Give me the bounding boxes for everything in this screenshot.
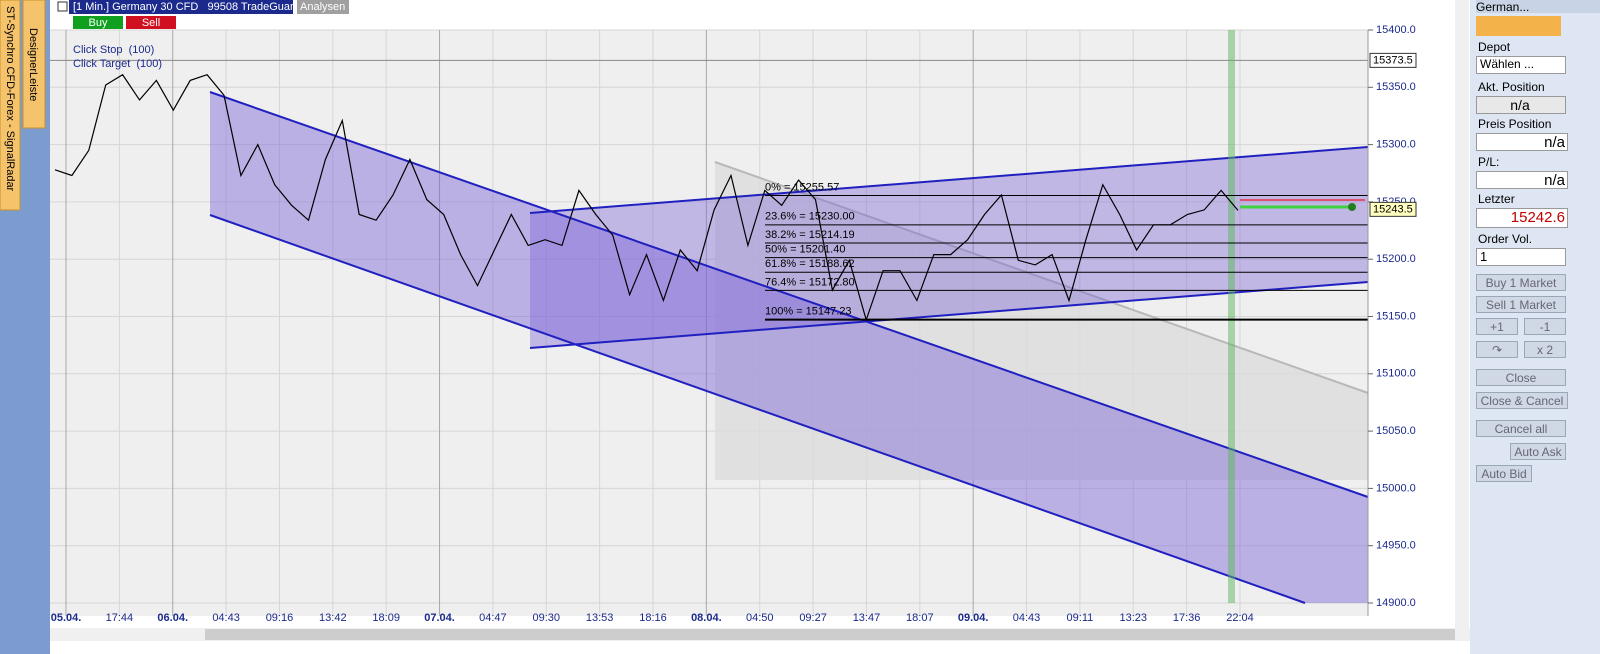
depot-select[interactable]: Wählen ... [1476, 56, 1566, 74]
tab-label: Analysen [300, 1, 345, 13]
buy-label: Buy [89, 17, 108, 29]
panel-button[interactable]: Buy 1 Market [1476, 274, 1566, 291]
x-tick-label: 09:30 [533, 612, 561, 624]
x-tick-label: 13:23 [1120, 612, 1148, 624]
panel-button[interactable]: x 2 [1524, 341, 1566, 358]
y-tick-label: 15150.0 [1376, 310, 1416, 322]
panel-button[interactable]: Close [1476, 369, 1566, 386]
label: P/L: [1478, 155, 1500, 169]
channel-line [209, 91, 1369, 498]
label: Akt. Position [1478, 80, 1545, 94]
fib-label: 50% = 15201.40 [765, 244, 845, 256]
panel-button[interactable]: -1 [1524, 318, 1566, 335]
grey-channel-line [714, 161, 1369, 394]
x-tick-label: 18:07 [906, 612, 934, 624]
order-volume[interactable]: 1 [1476, 248, 1566, 266]
x-tick-label: 05.04. [51, 612, 82, 624]
y-tick-label: 15400.0 [1376, 24, 1416, 36]
panel-button[interactable]: +1 [1476, 318, 1518, 335]
value: n/a [1476, 171, 1568, 189]
panel-button[interactable]: Close & Cancel [1476, 392, 1568, 409]
sell-button[interactable] [126, 16, 176, 29]
x-tick-label: 08.04. [691, 612, 722, 624]
y-tick-label: 15200.0 [1376, 253, 1416, 265]
y-tick-label: 15350.0 [1376, 81, 1416, 93]
grey-channel [715, 162, 1368, 480]
panel-button[interactable]: Auto Bid [1476, 465, 1532, 482]
fib-label: 38.2% = 15214.19 [765, 229, 855, 241]
value: n/a [1476, 96, 1566, 114]
y-axis [1368, 30, 1456, 616]
panel-button[interactable]: Cancel all [1476, 420, 1566, 437]
title-bar [69, 0, 293, 14]
label: Order Vol. [1478, 232, 1533, 246]
signalradar-tab[interactable] [0, 0, 21, 211]
x-tick-label: 17:36 [1173, 612, 1201, 624]
y-tick-label: 14950.0 [1376, 540, 1416, 552]
x-tick-label: 22:04 [1226, 612, 1254, 624]
price-label: 15243.5 [1373, 203, 1413, 215]
down-channel [210, 92, 1368, 603]
v-scrollbar[interactable] [1455, 0, 1469, 628]
x-tick-label: 04:43 [1013, 612, 1041, 624]
x-tick-label: 13:42 [319, 612, 347, 624]
panel-icons[interactable] [1476, 16, 1561, 36]
panel-title: German... [1476, 0, 1600, 14]
y-tick-label: 15100.0 [1376, 368, 1416, 380]
x-tick-label: 18:09 [372, 612, 400, 624]
panel-button[interactable]: ↷ [1476, 341, 1518, 358]
tab-label: ST-Synchro CFD-Forex - SignalRadar [4, 6, 16, 192]
x-tick-label: 09.04. [958, 612, 989, 624]
collapse[interactable] [57, 1, 68, 12]
price-line [54, 73, 1239, 322]
toolbar [50, 0, 1455, 14]
fib-label: 76.4% = 15172.80 [765, 276, 855, 288]
tab[interactable] [297, 0, 349, 14]
x-tick-label: 06.04. [157, 612, 188, 624]
designer-tab[interactable] [22, 0, 46, 129]
y-tick-label: 15300.0 [1376, 139, 1416, 151]
label: Letzter [1478, 192, 1515, 206]
panel-button[interactable]: Sell 1 Market [1476, 296, 1566, 313]
panel-button[interactable]: Auto Ask [1510, 443, 1566, 460]
x-tick-label: 09:16 [266, 612, 294, 624]
y-tick-label: 14900.0 [1376, 597, 1416, 609]
x-tick-label: 13:47 [853, 612, 881, 624]
x-tick-label: 07.04. [424, 612, 455, 624]
annotation: Click Stop (100) [73, 44, 154, 56]
y-tick-label: 15050.0 [1376, 425, 1416, 437]
price-box [1369, 52, 1417, 68]
label: Depot [1478, 40, 1511, 54]
fib-label: 0% = 15255.57 [765, 181, 839, 193]
fib-label: 23.6% = 15230.00 [765, 211, 855, 223]
tab-label: DesignerLeiste [27, 28, 39, 101]
annotation: Click Target (100) [73, 58, 162, 70]
value: 15242.6 [1476, 208, 1568, 228]
x-tick-label: 09:11 [1067, 612, 1094, 624]
fib-label: 61.8% = 15188.62 [765, 258, 855, 270]
channel-line [209, 214, 1306, 604]
x-tick-label: 17:44 [106, 612, 134, 624]
buy-button[interactable] [73, 16, 123, 29]
scroll-thumb[interactable] [205, 629, 1455, 640]
time-marker [1228, 30, 1235, 603]
price-box [1369, 201, 1417, 217]
y-tick-label: 15000.0 [1376, 482, 1416, 494]
value: n/a [1476, 133, 1568, 151]
order-dot[interactable] [1348, 203, 1356, 211]
fib-label: 100% = 15147.23 [765, 306, 852, 318]
x-tick-label: 09:27 [799, 612, 827, 624]
x-tick-label: 04:50 [746, 612, 774, 624]
sell-label: Sell [142, 17, 160, 29]
chart-title: [1 Min.] Germany 30 CFD 99508 TradeGuard [73, 1, 300, 13]
x-tick-label: 13:53 [586, 612, 614, 624]
price-label: 15373.5 [1373, 54, 1413, 66]
x-tick-label: 18:16 [639, 612, 667, 624]
label: Preis Position [1478, 117, 1552, 131]
x-tick-label: 04:47 [479, 612, 507, 624]
x-tick-label: 04:43 [212, 612, 240, 624]
